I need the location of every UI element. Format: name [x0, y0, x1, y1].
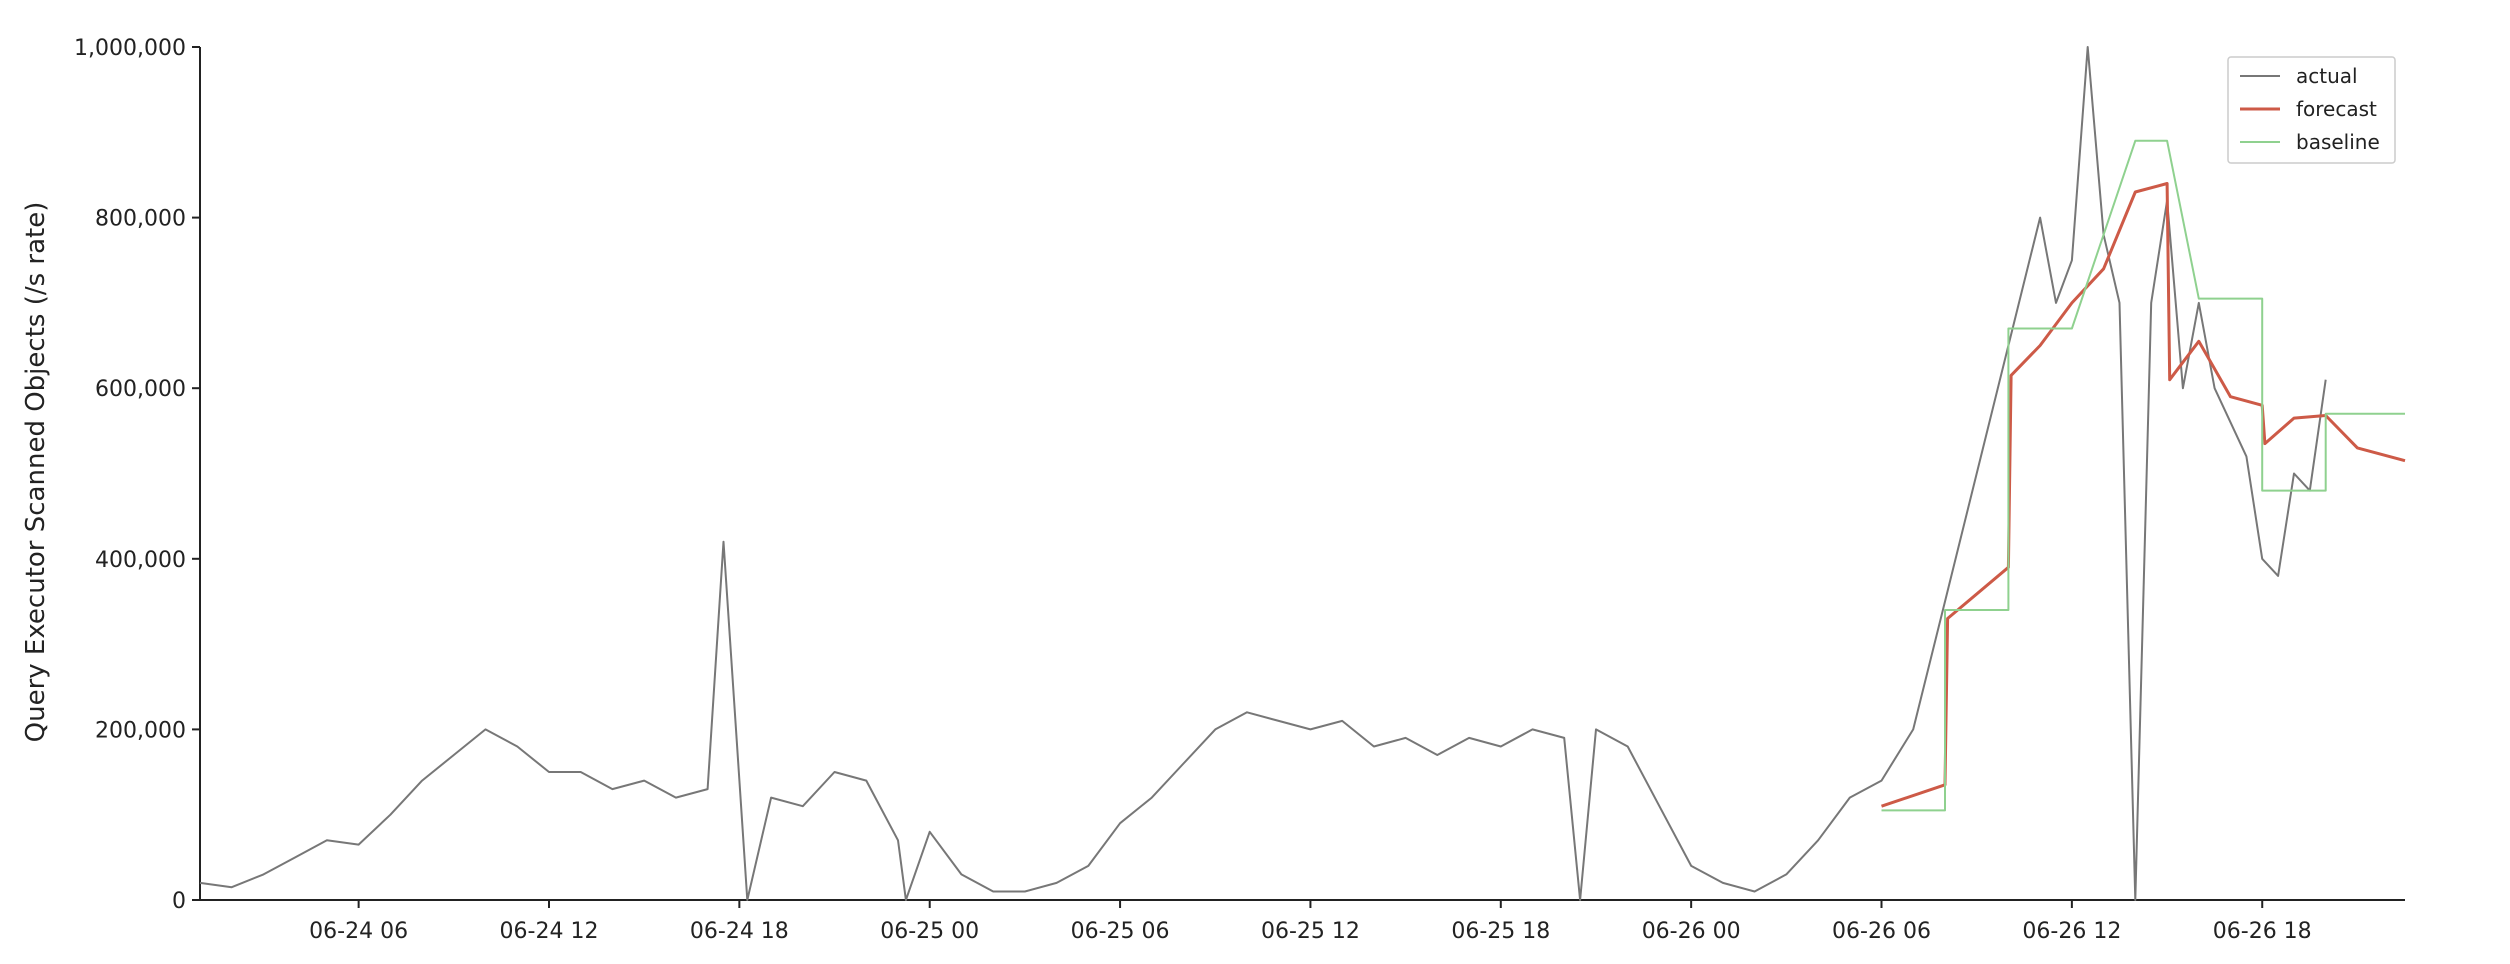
series-line-actual	[199, 46, 2327, 901]
y-tick-label: 1,000,000	[74, 36, 186, 61]
axes	[199, 47, 2405, 901]
x-tick-label: 06-24 06	[309, 919, 408, 944]
legend-label-actual: actual	[2296, 64, 2358, 88]
y-axis-title: Query Executor Scanned Objects (/s rate)	[21, 202, 51, 743]
legend: actual forecast baseline	[2227, 56, 2396, 164]
series-line-forecast	[1881, 182, 2406, 808]
x-tick-label: 06-25 00	[880, 919, 979, 944]
y-tick-label: 0	[172, 889, 186, 914]
legend-label-baseline: baseline	[2296, 130, 2380, 154]
x-tick-label: 06-25 12	[1261, 919, 1360, 944]
y-tick-label: 200,000	[95, 718, 186, 743]
x-tick-label: 06-25 06	[1071, 919, 1170, 944]
y-tick-label: 400,000	[95, 548, 186, 573]
legend-box	[2227, 56, 2396, 164]
series-lines	[199, 46, 2406, 901]
y-tick-label: 600,000	[95, 377, 186, 402]
y-tick-label: 800,000	[95, 207, 186, 232]
x-tick-label: 06-25 18	[1451, 919, 1550, 944]
series-line-baseline	[1881, 139, 2405, 812]
x-tick-label: 06-26 06	[1832, 919, 1931, 944]
legend-label-forecast: forecast	[2296, 97, 2377, 121]
x-tick-label: 06-24 12	[500, 919, 599, 944]
x-tick-label: 06-26 18	[2213, 919, 2312, 944]
x-tick-label: 06-26 12	[2022, 919, 2121, 944]
axis-ticks: 0 200,000 400,000 600,000 800,000 1,000,000 06…	[74, 36, 2312, 944]
x-tick-label: 06-24 18	[690, 919, 789, 944]
x-tick-label: 06-26 00	[1642, 919, 1741, 944]
